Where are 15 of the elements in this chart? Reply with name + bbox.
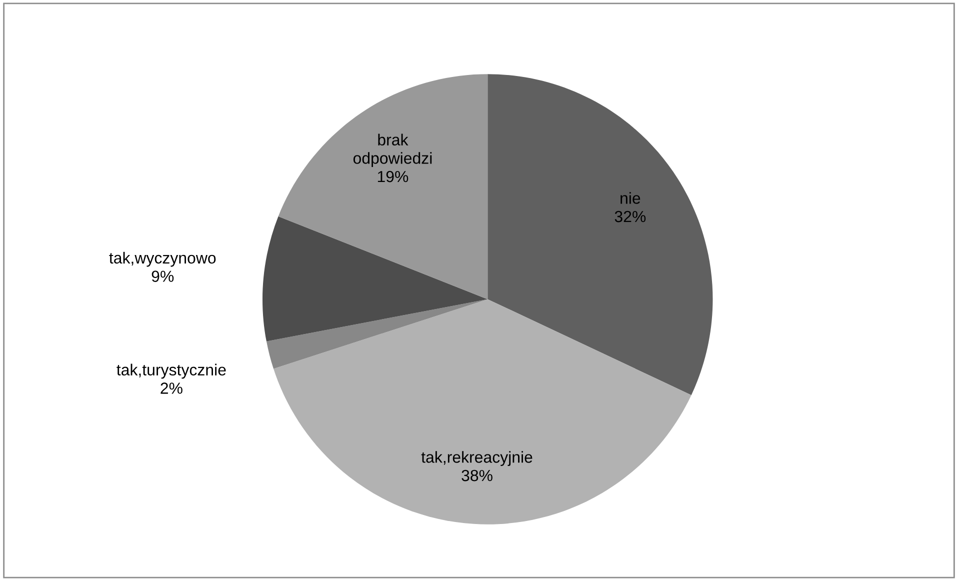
pie-slice (266, 299, 488, 369)
slice-label: tak,turystycznie (116, 364, 226, 379)
data-label: 38% (462, 470, 492, 482)
data-label: 32% (614, 210, 646, 222)
slice-label: brak odpowiedzi (353, 134, 432, 168)
pie-slice (262, 216, 488, 342)
slice-label: tak,wyczynowo (109, 252, 216, 267)
data-label: 2% (160, 382, 182, 394)
pie-slice (488, 74, 713, 396)
slice-label: nie (620, 192, 640, 204)
pie-slice (278, 74, 488, 300)
slice-label: tak,rekreacyjnie (421, 451, 532, 466)
data-label: 19% (378, 170, 408, 182)
data-label: 9% (152, 270, 174, 282)
pie-slice (274, 299, 692, 524)
